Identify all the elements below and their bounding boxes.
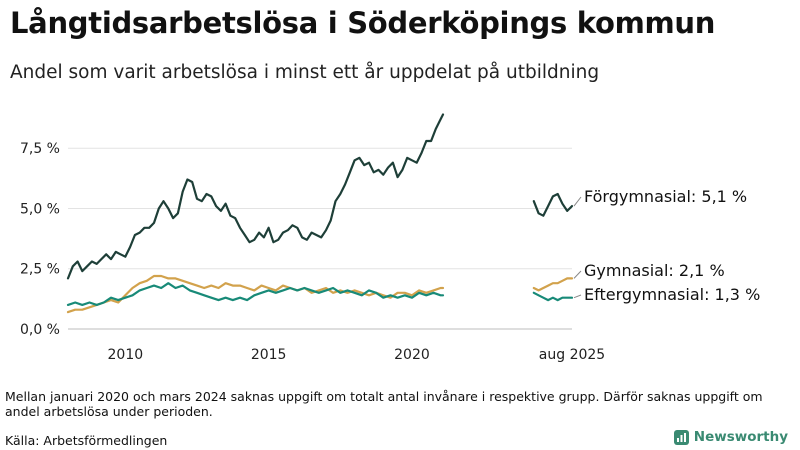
y-tick-label: 5,0 % <box>20 201 60 217</box>
x-tick-label: aug 2025 <box>539 347 605 363</box>
series-line-gymnasial <box>66 274 445 314</box>
chart-title: Långtidsarbetslösa i Söderköpings kommun <box>10 6 716 40</box>
label-leader-line <box>573 294 582 299</box>
y-tick-label: 0,0 % <box>20 322 60 338</box>
label-leader-line <box>573 196 582 207</box>
series-end-label: Förgymnasial: 5,1 % <box>584 187 747 206</box>
footnote: Mellan januari 2020 och mars 2024 saknas… <box>5 389 763 419</box>
source-note: Källa: Arbetsförmedlingen <box>5 433 168 448</box>
series-line-eftergymnasial <box>532 291 574 302</box>
series-line-eftergymnasial <box>66 282 445 306</box>
line-chart: 0,0 % 2,5 % 5,0 % 7,5 % 2010 2015 2020 aug 2025… <box>20 113 760 363</box>
series-line-förgymnasial <box>66 113 445 280</box>
y-tick-label: 7,5 % <box>20 141 60 157</box>
y-tick-label: 2,5 % <box>20 262 60 278</box>
chart-subtitle: Andel som varit arbetslösa i minst ett å… <box>10 62 600 83</box>
series-end-label: Eftergymnasial: 1,3 % <box>584 285 760 304</box>
label-leader-line <box>573 270 582 279</box>
x-tick-label: 2010 <box>108 347 144 363</box>
series-line-gymnasial <box>532 277 574 292</box>
x-tick-label: 2020 <box>394 347 430 363</box>
series-end-label: Gymnasial: 2,1 % <box>584 261 725 280</box>
newsworthy-logo-icon <box>673 429 689 445</box>
newsworthy-brand[interactable]: Newsworthy <box>673 429 788 445</box>
brand-name: Newsworthy <box>693 429 788 445</box>
series-line-förgymnasial <box>532 192 574 217</box>
x-tick-label: 2015 <box>251 347 287 363</box>
